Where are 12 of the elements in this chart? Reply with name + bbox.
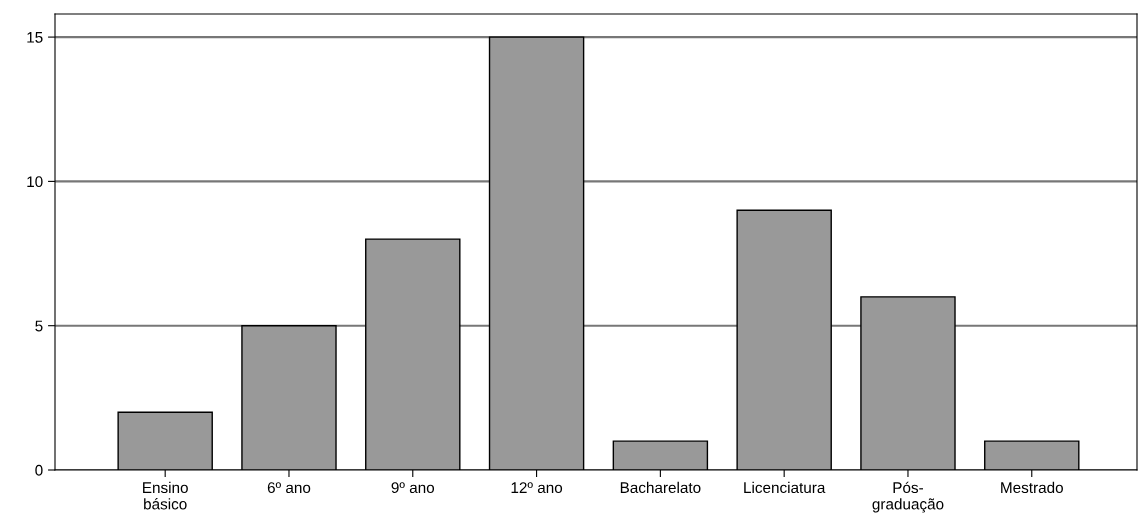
y-tick-label: 5 (35, 320, 43, 332)
x-tick-label: 12º ano (511, 482, 563, 494)
y-tick-label: 15 (27, 32, 43, 43)
x-tick-label: Ensino básico (143, 481, 188, 510)
x-tick-label: Licenciatura (744, 481, 826, 494)
x-tick-label: 9º ano (391, 482, 435, 494)
x-tick-label: 6º ano (267, 482, 311, 494)
y-tick-label: 10 (27, 176, 43, 188)
x-tick-label: Pós- graduação (872, 481, 944, 513)
x-tick-label: Bacharelato (620, 481, 701, 494)
y-tick-label: 0 (35, 464, 43, 476)
x-tick-label: Mestrado (1001, 481, 1063, 494)
